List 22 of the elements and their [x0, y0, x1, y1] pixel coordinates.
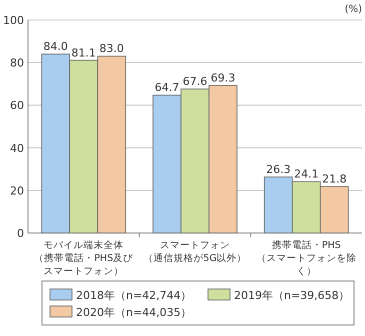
- y-tick-label: 100: [3, 14, 24, 27]
- data-label: 64.7: [154, 81, 180, 94]
- data-label: 67.6: [182, 75, 208, 88]
- legend-label: 2020年（n=44,035）: [76, 306, 192, 319]
- data-label: 81.1: [71, 46, 96, 60]
- data-label: 83.0: [99, 42, 124, 56]
- data-label: 24.1: [294, 168, 319, 181]
- y-tick-label: 80: [10, 56, 24, 70]
- x-tick-label: 携帯電話・PHS（スマートフォンを除く）: [256, 239, 356, 277]
- legend-label: 2019年（n=39,658）: [234, 289, 350, 302]
- x-tick-label: モバイル端末全体（携帯電話・PHS及びスマートフォン）: [34, 239, 134, 277]
- y-tick-label: 60: [10, 99, 24, 112]
- x-tick-label: スマートフォン（通信規格が5G以外）: [143, 240, 247, 264]
- y-tick-label: 20: [10, 184, 24, 198]
- y-tick-label: 0: [17, 227, 24, 240]
- data-label: 21.8: [322, 172, 347, 186]
- y-tick-label: 40: [10, 142, 24, 155]
- data-label: 84.0: [43, 40, 68, 54]
- y-axis-title: (%): [344, 4, 362, 15]
- data-label: 69.3: [210, 71, 236, 84]
- legend-label: 2018年（n=42,744）: [76, 289, 192, 302]
- data-label: 26.3: [266, 162, 291, 176]
